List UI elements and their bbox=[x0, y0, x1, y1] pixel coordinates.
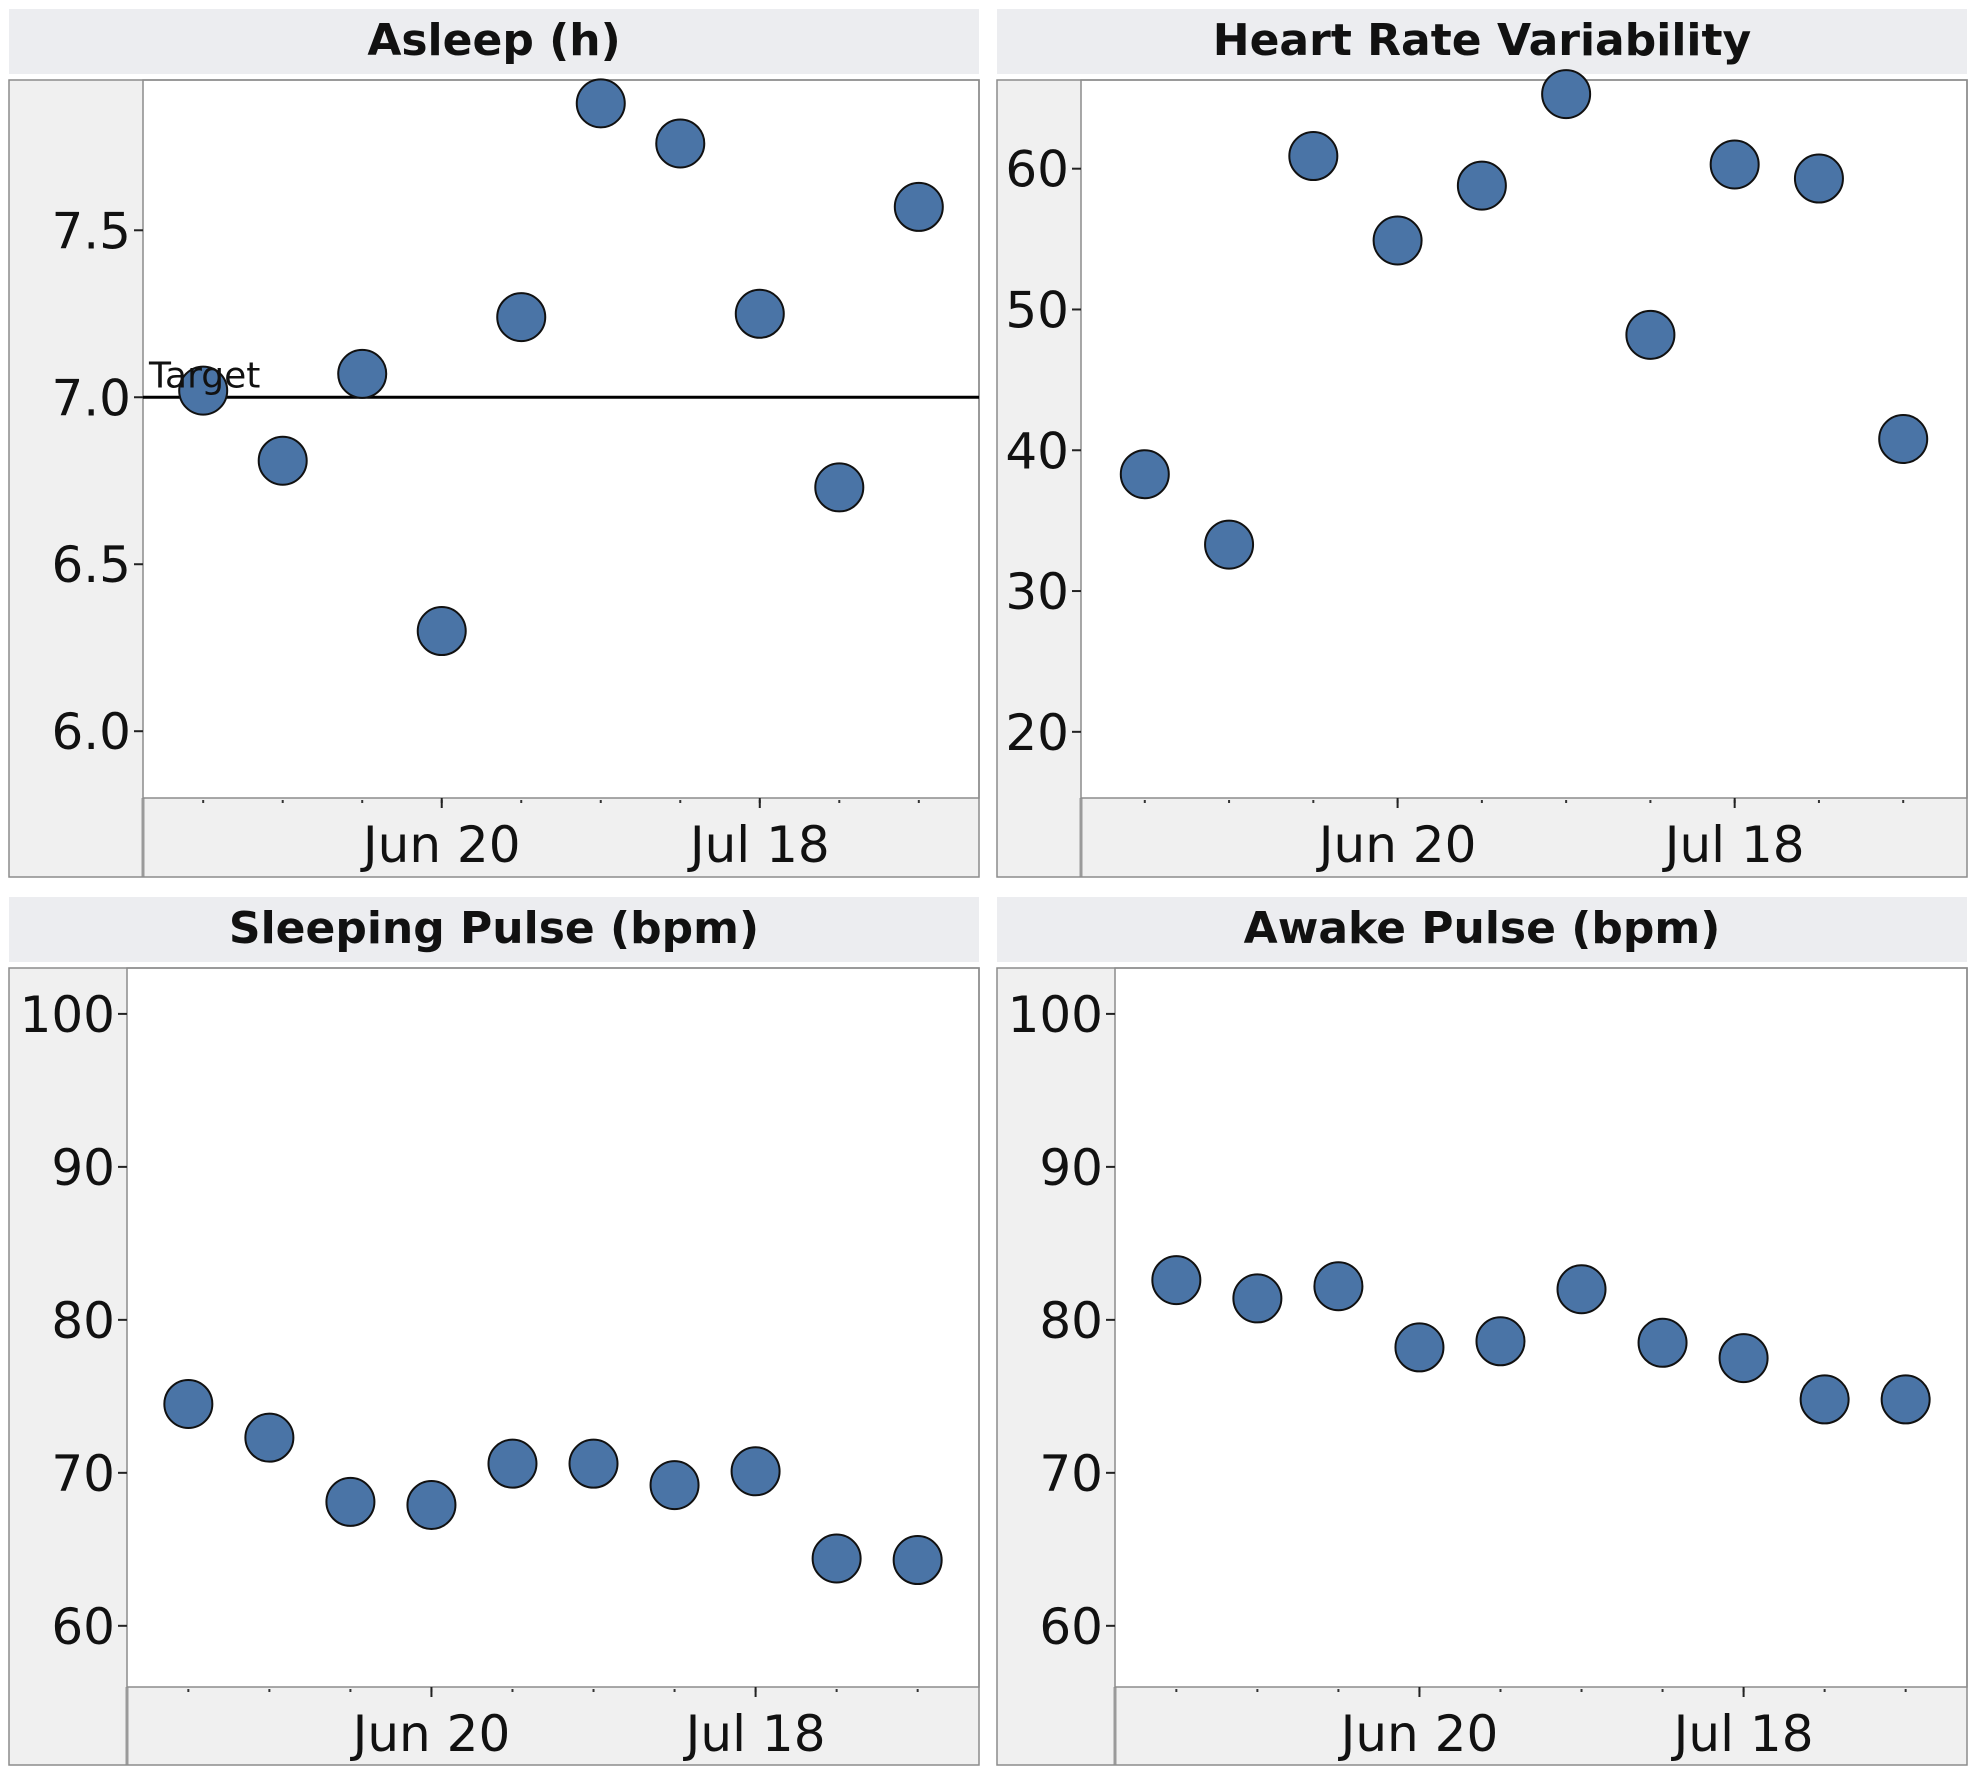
panel-header bbox=[9, 897, 979, 962]
data-point bbox=[1709, 139, 1760, 190]
data-point bbox=[1288, 131, 1339, 182]
panel-frame bbox=[8, 79, 980, 878]
data-point bbox=[730, 1446, 781, 1497]
y-tick-label: 90 bbox=[1039, 1139, 1103, 1197]
data-point bbox=[1625, 309, 1676, 360]
chart-title: Awake Pulse (bpm) bbox=[1244, 903, 1721, 954]
x-tick-label: Jul 18 bbox=[683, 1705, 826, 1763]
x-tick-label: Jul 18 bbox=[687, 816, 830, 874]
y-tick-label: 100 bbox=[1008, 986, 1103, 1044]
data-point bbox=[1799, 1374, 1850, 1425]
plot-area bbox=[142, 79, 980, 799]
panel-frame bbox=[996, 79, 1968, 878]
data-point bbox=[244, 1412, 295, 1463]
data-point bbox=[1793, 153, 1844, 204]
data-point bbox=[814, 462, 865, 513]
target-label: Target bbox=[148, 355, 260, 396]
data-point bbox=[1394, 1322, 1445, 1373]
data-point bbox=[487, 1438, 538, 1489]
data-point bbox=[575, 78, 626, 129]
data-point bbox=[1718, 1333, 1769, 1384]
y-tick-label: 100 bbox=[20, 986, 115, 1044]
y-axis-area bbox=[997, 968, 1115, 1687]
data-point bbox=[1204, 519, 1255, 570]
chart-title: Asleep (h) bbox=[367, 15, 620, 66]
data-point bbox=[734, 288, 785, 339]
data-point bbox=[1880, 1374, 1931, 1425]
chart-panel-3: Sleeping Pulse (bpm) 60 70 80 90 100 Jun 20 Jul… bbox=[8, 897, 980, 1766]
y-axis-area bbox=[9, 968, 127, 1687]
data-point bbox=[1637, 1317, 1688, 1368]
y-tick-label: 60 bbox=[51, 1598, 115, 1656]
data-point bbox=[655, 118, 706, 169]
chart-panel-1: Asleep (h) 6.0 6.5 7.0 7.5 Jun 20 Jul 18 Target bbox=[8, 9, 980, 878]
plot-area bbox=[126, 967, 980, 1688]
x-axis-area bbox=[997, 1687, 1967, 1765]
y-tick-label: 70 bbox=[51, 1445, 115, 1503]
y-tick-label: 6.0 bbox=[51, 703, 131, 761]
data-point bbox=[1475, 1316, 1526, 1367]
chart-panel-4: Awake Pulse (bpm) 60 70 80 90 100 Jun 20 Jul 18 bbox=[996, 897, 1968, 1766]
data-point bbox=[1372, 215, 1423, 266]
panel-frame bbox=[8, 967, 980, 1766]
chart-title: Sleeping Pulse (bpm) bbox=[229, 903, 759, 954]
y-tick-label: 50 bbox=[1005, 281, 1069, 339]
plot-area bbox=[1114, 967, 1968, 1688]
y-tick-label: 90 bbox=[51, 1139, 115, 1197]
panel-header bbox=[997, 9, 1967, 74]
y-tick-label: 80 bbox=[1039, 1292, 1103, 1350]
y-tick-label: 80 bbox=[51, 1292, 115, 1350]
data-point bbox=[1232, 1273, 1283, 1324]
data-point bbox=[892, 1535, 943, 1586]
data-point bbox=[325, 1476, 376, 1527]
y-axis-area bbox=[997, 80, 1081, 798]
panel-header bbox=[997, 897, 1967, 962]
data-point bbox=[1556, 1264, 1607, 1315]
x-tick-label: Jun 20 bbox=[1316, 816, 1477, 874]
data-point bbox=[1151, 1255, 1202, 1306]
chart-title: Heart Rate Variability bbox=[1213, 15, 1751, 66]
x-tick-label: Jul 18 bbox=[1671, 1705, 1814, 1763]
x-tick-label: Jul 18 bbox=[1662, 816, 1805, 874]
data-point bbox=[1119, 449, 1170, 500]
y-tick-label: 30 bbox=[1005, 563, 1069, 621]
data-point bbox=[178, 365, 229, 416]
y-tick-label: 60 bbox=[1039, 1598, 1103, 1656]
y-tick-label: 40 bbox=[1005, 422, 1069, 480]
data-point bbox=[406, 1479, 457, 1530]
data-point bbox=[649, 1460, 700, 1511]
y-tick-label: 60 bbox=[1005, 141, 1069, 199]
y-tick-label: 70 bbox=[1039, 1445, 1103, 1503]
y-tick-label: 7.0 bbox=[51, 369, 131, 427]
data-point bbox=[811, 1533, 862, 1584]
data-point bbox=[893, 181, 944, 232]
data-point bbox=[337, 348, 388, 399]
data-point bbox=[496, 292, 547, 343]
y-axis-area bbox=[9, 80, 143, 798]
panel-frame bbox=[996, 967, 1968, 1766]
data-point bbox=[163, 1378, 214, 1429]
x-tick-label: Jun 20 bbox=[350, 1705, 511, 1763]
x-axis-area bbox=[9, 1687, 979, 1765]
data-point bbox=[1541, 69, 1592, 120]
data-point bbox=[257, 435, 308, 486]
y-tick-label: 20 bbox=[1005, 704, 1069, 762]
y-tick-label: 7.5 bbox=[51, 202, 131, 260]
panel-header bbox=[9, 9, 979, 74]
data-point bbox=[1456, 160, 1507, 211]
data-point bbox=[1878, 414, 1929, 464]
y-tick-label: 6.5 bbox=[51, 536, 131, 594]
x-tick-label: Jun 20 bbox=[360, 816, 521, 874]
chart-panel-2: Heart Rate Variability 20 30 40 50 60 Jun 20 Ju… bbox=[996, 9, 1968, 878]
x-axis-area bbox=[9, 798, 979, 877]
data-point bbox=[568, 1438, 619, 1489]
x-tick-label: Jun 20 bbox=[1338, 1705, 1499, 1763]
data-point bbox=[416, 606, 467, 657]
x-axis-area bbox=[997, 798, 1967, 877]
data-point bbox=[1313, 1261, 1364, 1312]
